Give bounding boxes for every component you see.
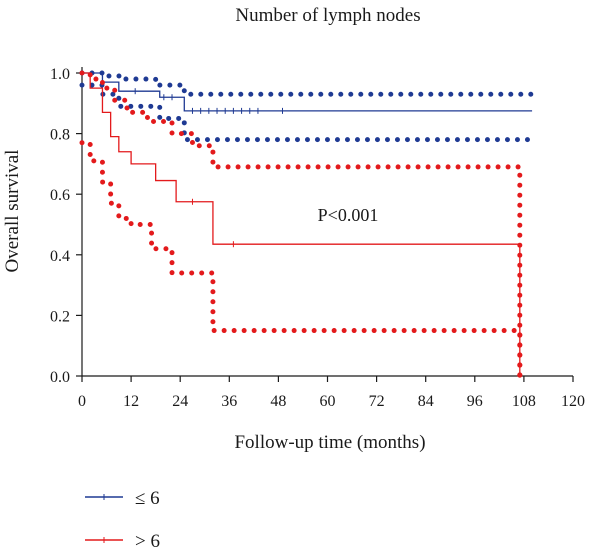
legend: ≤ 6 > 6 (85, 488, 160, 552)
x-tick-label: 84 (418, 393, 434, 410)
x-tick-label: 36 (221, 393, 237, 410)
legend-label-gt6: > 6 (135, 531, 160, 552)
y-tick-label: 0.2 (50, 308, 70, 325)
y-tick-label: 0.8 (50, 127, 70, 144)
ci-upper-le6 (79, 70, 535, 97)
x-tick-label: 108 (512, 393, 536, 410)
y-tick-label: 1.0 (50, 66, 70, 83)
legend-label-le6: ≤ 6 (135, 488, 160, 509)
x-tick-label: 0 (78, 393, 86, 410)
x-tick-label: 60 (320, 393, 336, 410)
survival-line-gt6 (82, 72, 521, 376)
survival-line-le6 (82, 72, 533, 112)
chart-title: Number of lymph nodes (235, 5, 420, 26)
ci-lower-le6 (79, 82, 535, 143)
x-tick-label: 24 (172, 393, 188, 410)
x-tick-label: 96 (467, 393, 483, 410)
x-tick-label: 12 (123, 393, 139, 410)
x-axis-label: Follow-up time (months) (234, 432, 425, 453)
plot-area: 0 12 24 36 48 60 72 84 96 108 120 0.0 0.2 0.4 0.6 0.8 1.… (50, 66, 585, 410)
x-tick-label: 72 (369, 393, 385, 410)
x-tick-label: 120 (561, 393, 585, 410)
y-tick-label: 0.6 (50, 187, 70, 204)
y-tick-label: 0.4 (50, 248, 70, 265)
y-tick-label: 0.0 (50, 369, 70, 386)
x-tick-label: 48 (270, 393, 286, 410)
p-value-annotation: P<0.001 (318, 205, 379, 225)
ci-lower-gt6 (79, 140, 523, 379)
y-axis-label: Overall survival (2, 150, 23, 273)
